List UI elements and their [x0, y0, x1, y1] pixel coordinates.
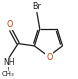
Text: CH₃: CH₃	[1, 71, 14, 77]
Text: Br: Br	[32, 2, 41, 11]
Text: O: O	[46, 53, 52, 62]
Text: O: O	[7, 20, 13, 29]
Text: NH: NH	[4, 58, 15, 67]
